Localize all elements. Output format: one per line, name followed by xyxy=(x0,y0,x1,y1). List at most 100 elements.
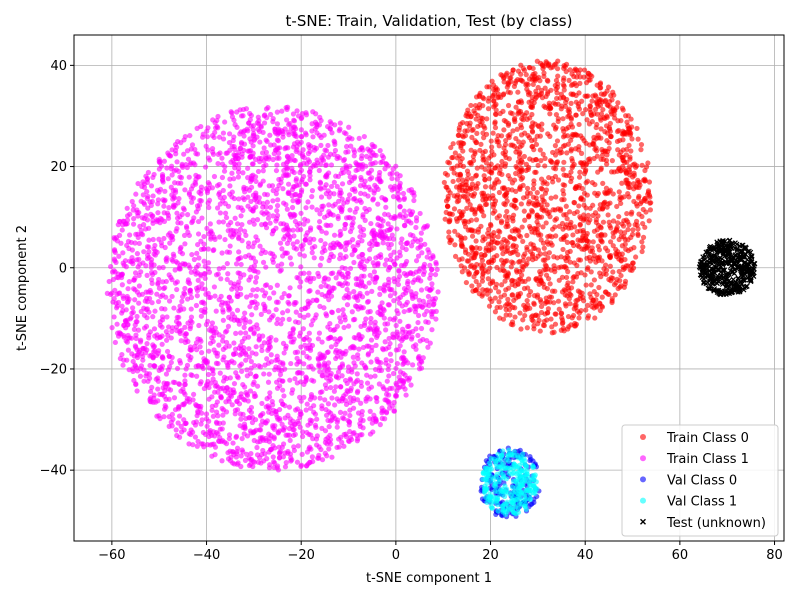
data-point xyxy=(270,259,276,265)
data-point xyxy=(205,155,212,161)
data-point xyxy=(388,252,394,258)
data-point xyxy=(461,265,468,271)
data-point xyxy=(239,338,245,345)
data-point xyxy=(327,373,333,379)
data-point xyxy=(568,100,574,106)
data-point xyxy=(589,98,595,104)
data-point xyxy=(270,213,276,219)
data-point xyxy=(188,186,195,192)
data-point xyxy=(168,335,174,341)
data-point xyxy=(487,296,493,302)
data-point xyxy=(174,365,181,372)
data-point xyxy=(561,75,567,81)
data-point xyxy=(162,188,168,194)
data-point xyxy=(503,137,509,144)
data-point xyxy=(339,271,345,277)
data-point xyxy=(234,461,240,467)
data-point xyxy=(485,106,492,112)
data-point xyxy=(244,373,250,379)
data-point xyxy=(272,423,278,429)
data-point xyxy=(596,98,603,104)
data-point xyxy=(113,234,120,241)
data-point xyxy=(172,187,179,193)
data-point xyxy=(472,138,478,144)
data-point xyxy=(325,154,332,160)
data-point xyxy=(330,212,336,218)
data-point xyxy=(177,358,183,364)
data-point xyxy=(206,396,212,402)
data-point xyxy=(622,241,628,247)
data-point xyxy=(450,178,456,185)
data-point xyxy=(551,329,557,335)
data-point xyxy=(247,327,254,333)
data-point xyxy=(377,304,384,311)
data-point xyxy=(265,360,272,366)
data-point xyxy=(273,411,279,418)
data-point xyxy=(494,176,500,183)
data-point xyxy=(625,226,631,233)
data-point xyxy=(415,332,421,339)
data-point xyxy=(595,243,601,249)
data-point xyxy=(297,333,303,339)
data-point xyxy=(161,218,168,225)
data-point xyxy=(229,114,236,120)
data-point xyxy=(524,86,530,92)
data-point xyxy=(307,169,313,175)
data-point xyxy=(509,187,515,193)
data-point xyxy=(593,259,599,265)
data-point xyxy=(406,323,412,329)
data-point xyxy=(316,218,323,225)
data-point xyxy=(310,134,316,140)
data-point xyxy=(248,123,254,129)
data-point xyxy=(537,269,543,275)
data-point xyxy=(507,302,513,308)
data-point xyxy=(538,60,544,66)
data-point xyxy=(581,74,587,80)
data-point xyxy=(385,221,391,227)
data-point xyxy=(342,280,349,286)
data-point xyxy=(555,81,561,87)
data-point xyxy=(284,173,290,179)
data-point xyxy=(410,233,416,239)
data-point xyxy=(479,119,485,125)
data-point xyxy=(515,68,522,74)
data-point xyxy=(358,177,365,183)
data-point xyxy=(266,449,272,455)
data-point xyxy=(158,163,165,169)
data-point xyxy=(519,116,525,122)
data-point xyxy=(151,171,157,178)
data-point xyxy=(137,366,144,372)
data-point xyxy=(520,238,526,245)
data-point xyxy=(418,237,424,243)
data-point xyxy=(630,162,636,168)
data-point xyxy=(341,156,348,163)
data-point xyxy=(464,258,470,264)
data-point xyxy=(446,234,452,240)
data-point xyxy=(280,128,286,135)
data-point xyxy=(193,172,199,178)
data-point xyxy=(400,214,406,221)
data-point xyxy=(394,171,400,177)
data-point xyxy=(608,239,614,245)
data-point xyxy=(478,141,484,147)
data-point xyxy=(304,463,310,469)
data-point xyxy=(248,206,254,212)
data-point xyxy=(509,319,516,325)
data-point xyxy=(589,179,595,186)
data-point xyxy=(623,180,629,186)
data-point xyxy=(311,409,317,415)
data-point xyxy=(531,300,537,306)
data-point xyxy=(358,400,364,406)
data-point xyxy=(154,413,160,419)
data-point xyxy=(460,193,467,199)
data-point xyxy=(250,244,256,250)
data-point xyxy=(246,148,252,154)
data-point xyxy=(194,413,200,419)
data-point xyxy=(377,179,383,185)
data-point xyxy=(145,299,151,305)
data-point xyxy=(219,426,225,432)
data-point xyxy=(532,70,538,77)
data-point xyxy=(274,320,280,327)
data-point xyxy=(394,226,400,232)
data-point xyxy=(323,283,329,289)
